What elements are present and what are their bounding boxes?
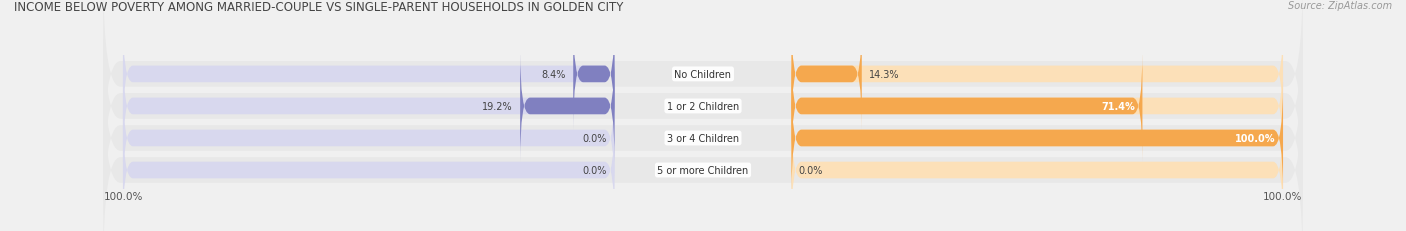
Text: 100.0%: 100.0% — [103, 191, 143, 201]
Text: 1 or 2 Children: 1 or 2 Children — [666, 101, 740, 112]
FancyBboxPatch shape — [792, 19, 862, 130]
Text: 3 or 4 Children: 3 or 4 Children — [666, 133, 740, 143]
FancyBboxPatch shape — [792, 115, 1284, 226]
FancyBboxPatch shape — [103, 71, 1303, 231]
FancyBboxPatch shape — [103, 40, 1303, 231]
FancyBboxPatch shape — [122, 51, 614, 162]
Text: 71.4%: 71.4% — [1101, 101, 1135, 112]
FancyBboxPatch shape — [520, 51, 614, 162]
Text: 19.2%: 19.2% — [482, 101, 513, 112]
Text: 100.0%: 100.0% — [1234, 133, 1275, 143]
FancyBboxPatch shape — [792, 51, 1284, 162]
Text: 0.0%: 0.0% — [799, 165, 824, 175]
FancyBboxPatch shape — [103, 0, 1303, 173]
FancyBboxPatch shape — [792, 19, 1284, 130]
FancyBboxPatch shape — [792, 51, 1143, 162]
FancyBboxPatch shape — [792, 83, 1284, 194]
FancyBboxPatch shape — [122, 115, 614, 226]
Text: 0.0%: 0.0% — [582, 133, 607, 143]
FancyBboxPatch shape — [574, 19, 614, 130]
Text: 8.4%: 8.4% — [541, 70, 565, 79]
Text: 0.0%: 0.0% — [582, 165, 607, 175]
Text: 5 or more Children: 5 or more Children — [658, 165, 748, 175]
Text: Source: ZipAtlas.com: Source: ZipAtlas.com — [1288, 1, 1392, 11]
Text: 14.3%: 14.3% — [869, 70, 900, 79]
FancyBboxPatch shape — [103, 8, 1303, 205]
FancyBboxPatch shape — [792, 83, 1284, 194]
FancyBboxPatch shape — [122, 19, 614, 130]
FancyBboxPatch shape — [122, 83, 614, 194]
Text: 100.0%: 100.0% — [1263, 191, 1303, 201]
Text: INCOME BELOW POVERTY AMONG MARRIED-COUPLE VS SINGLE-PARENT HOUSEHOLDS IN GOLDEN : INCOME BELOW POVERTY AMONG MARRIED-COUPL… — [14, 1, 623, 14]
Text: No Children: No Children — [675, 70, 731, 79]
